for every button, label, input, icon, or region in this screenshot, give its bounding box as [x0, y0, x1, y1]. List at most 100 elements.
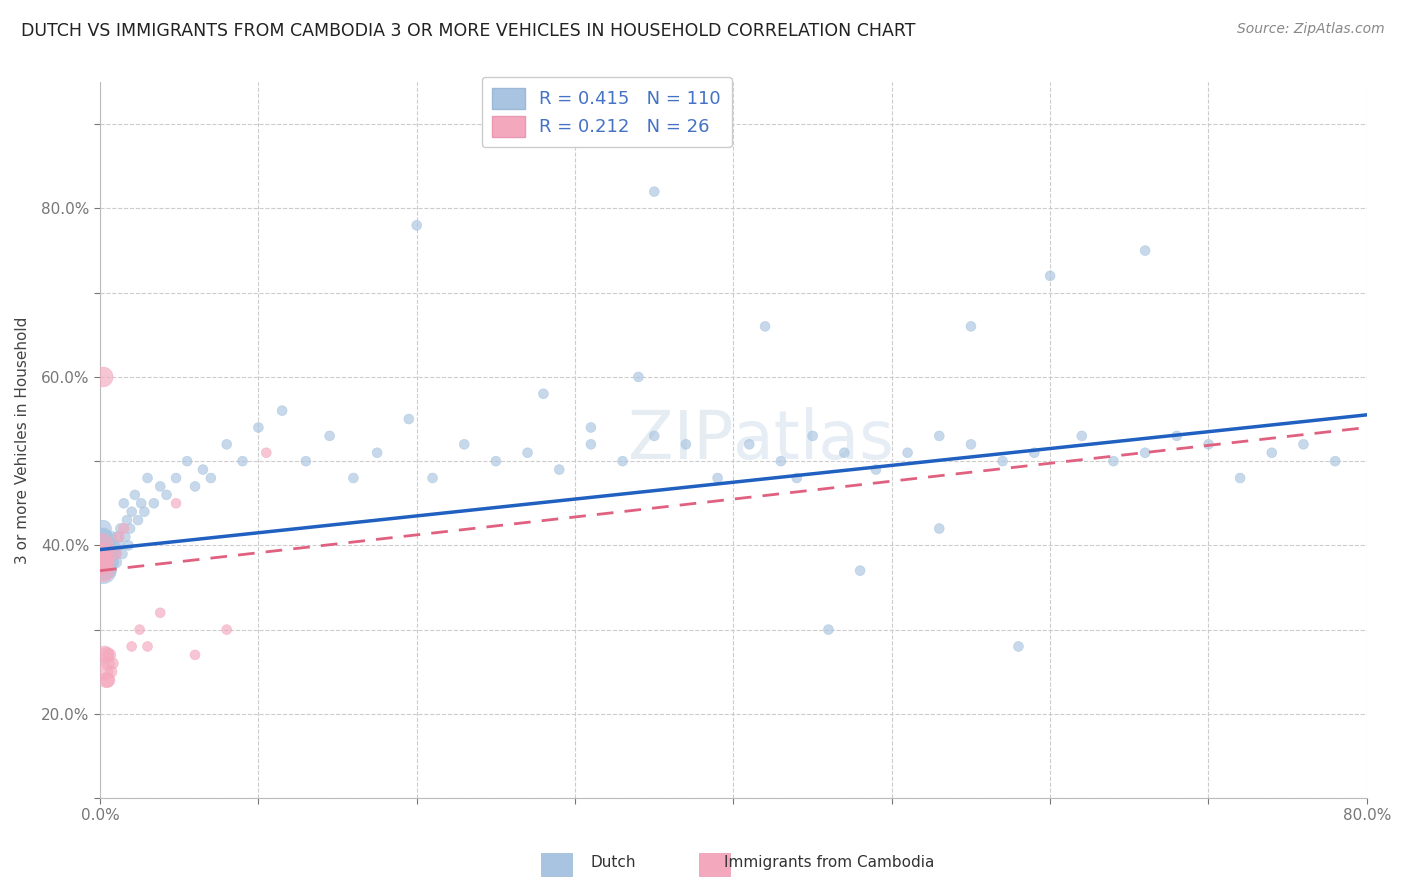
Point: [149, 606, 172, 620]
Point: [128, 623, 150, 637]
Point: [215, 623, 238, 637]
Point: [531, 386, 554, 401]
Point: [149, 479, 172, 493]
Point: [1229, 471, 1251, 485]
Point: [706, 471, 728, 485]
Point: [114, 530, 136, 544]
Point: [91, 522, 114, 536]
Point: [643, 185, 665, 199]
Point: [96, 538, 118, 552]
Point: [96, 547, 118, 561]
Point: [548, 462, 571, 476]
Point: [91, 564, 114, 578]
Text: ZIP: ZIP: [628, 407, 734, 473]
Point: [769, 454, 792, 468]
Point: [91, 555, 114, 569]
Point: [91, 538, 114, 552]
Point: [754, 319, 776, 334]
Point: [136, 640, 159, 654]
Point: [90, 538, 112, 552]
Point: [627, 370, 650, 384]
Point: [97, 673, 120, 687]
Point: [97, 555, 120, 569]
Point: [928, 429, 950, 443]
Point: [643, 429, 665, 443]
Point: [103, 547, 125, 561]
Point: [200, 471, 222, 485]
Point: [134, 505, 156, 519]
Point: [1133, 244, 1156, 258]
Point: [579, 437, 602, 451]
Point: [254, 446, 277, 460]
Point: [100, 530, 122, 544]
Point: [115, 513, 138, 527]
Point: [817, 623, 839, 637]
Point: [960, 319, 983, 334]
Point: [124, 488, 146, 502]
Point: [453, 437, 475, 451]
Point: [342, 471, 364, 485]
Point: [108, 538, 131, 552]
Point: [90, 538, 112, 552]
Point: [1198, 437, 1220, 451]
Point: [1070, 429, 1092, 443]
Point: [90, 555, 112, 569]
Text: DUTCH VS IMMIGRANTS FROM CAMBODIA 3 OR MORE VEHICLES IN HOUSEHOLD CORRELATION CH: DUTCH VS IMMIGRANTS FROM CAMBODIA 3 OR M…: [21, 22, 915, 40]
Point: [97, 547, 120, 561]
Point: [94, 648, 117, 662]
Point: [107, 530, 129, 544]
Point: [865, 462, 887, 476]
Point: [1024, 446, 1046, 460]
Point: [104, 555, 127, 569]
Point: [1324, 454, 1347, 468]
Point: [96, 530, 118, 544]
Point: [165, 471, 187, 485]
Text: Source: ZipAtlas.com: Source: ZipAtlas.com: [1237, 22, 1385, 37]
Point: [1261, 446, 1284, 460]
Point: [247, 420, 270, 434]
Point: [184, 479, 207, 493]
Point: [100, 547, 122, 561]
Point: [1102, 454, 1125, 468]
Point: [136, 471, 159, 485]
Point: [127, 513, 149, 527]
Point: [94, 555, 117, 569]
Point: [94, 555, 117, 569]
Point: [98, 648, 121, 662]
Point: [121, 640, 143, 654]
Point: [991, 454, 1014, 468]
Point: [94, 530, 117, 544]
Point: [101, 555, 124, 569]
Point: [1007, 640, 1029, 654]
Point: [96, 648, 118, 662]
Point: [103, 538, 125, 552]
Point: [191, 462, 214, 476]
Point: [112, 496, 135, 510]
Point: [1039, 268, 1062, 283]
Point: [675, 437, 697, 451]
Point: [579, 420, 602, 434]
Point: [928, 522, 950, 536]
Point: [295, 454, 318, 468]
Point: [110, 522, 132, 536]
Point: [176, 454, 198, 468]
Point: [104, 547, 127, 561]
Point: [98, 547, 121, 561]
Point: [422, 471, 444, 485]
Point: [91, 564, 114, 578]
Point: [960, 437, 983, 451]
Point: [101, 657, 124, 671]
Legend: R = 0.415   N = 110, R = 0.212   N = 26: R = 0.415 N = 110, R = 0.212 N = 26: [482, 77, 733, 147]
Point: [91, 547, 114, 561]
Point: [366, 446, 388, 460]
Point: [96, 673, 118, 687]
Point: [1166, 429, 1188, 443]
Point: [91, 555, 114, 569]
Point: [90, 530, 112, 544]
Text: atlas: atlas: [734, 407, 894, 473]
Point: [485, 454, 508, 468]
Point: [897, 446, 920, 460]
Text: Dutch: Dutch: [591, 855, 636, 870]
Point: [184, 648, 207, 662]
Y-axis label: 3 or more Vehicles in Household: 3 or more Vehicles in Household: [15, 317, 30, 564]
